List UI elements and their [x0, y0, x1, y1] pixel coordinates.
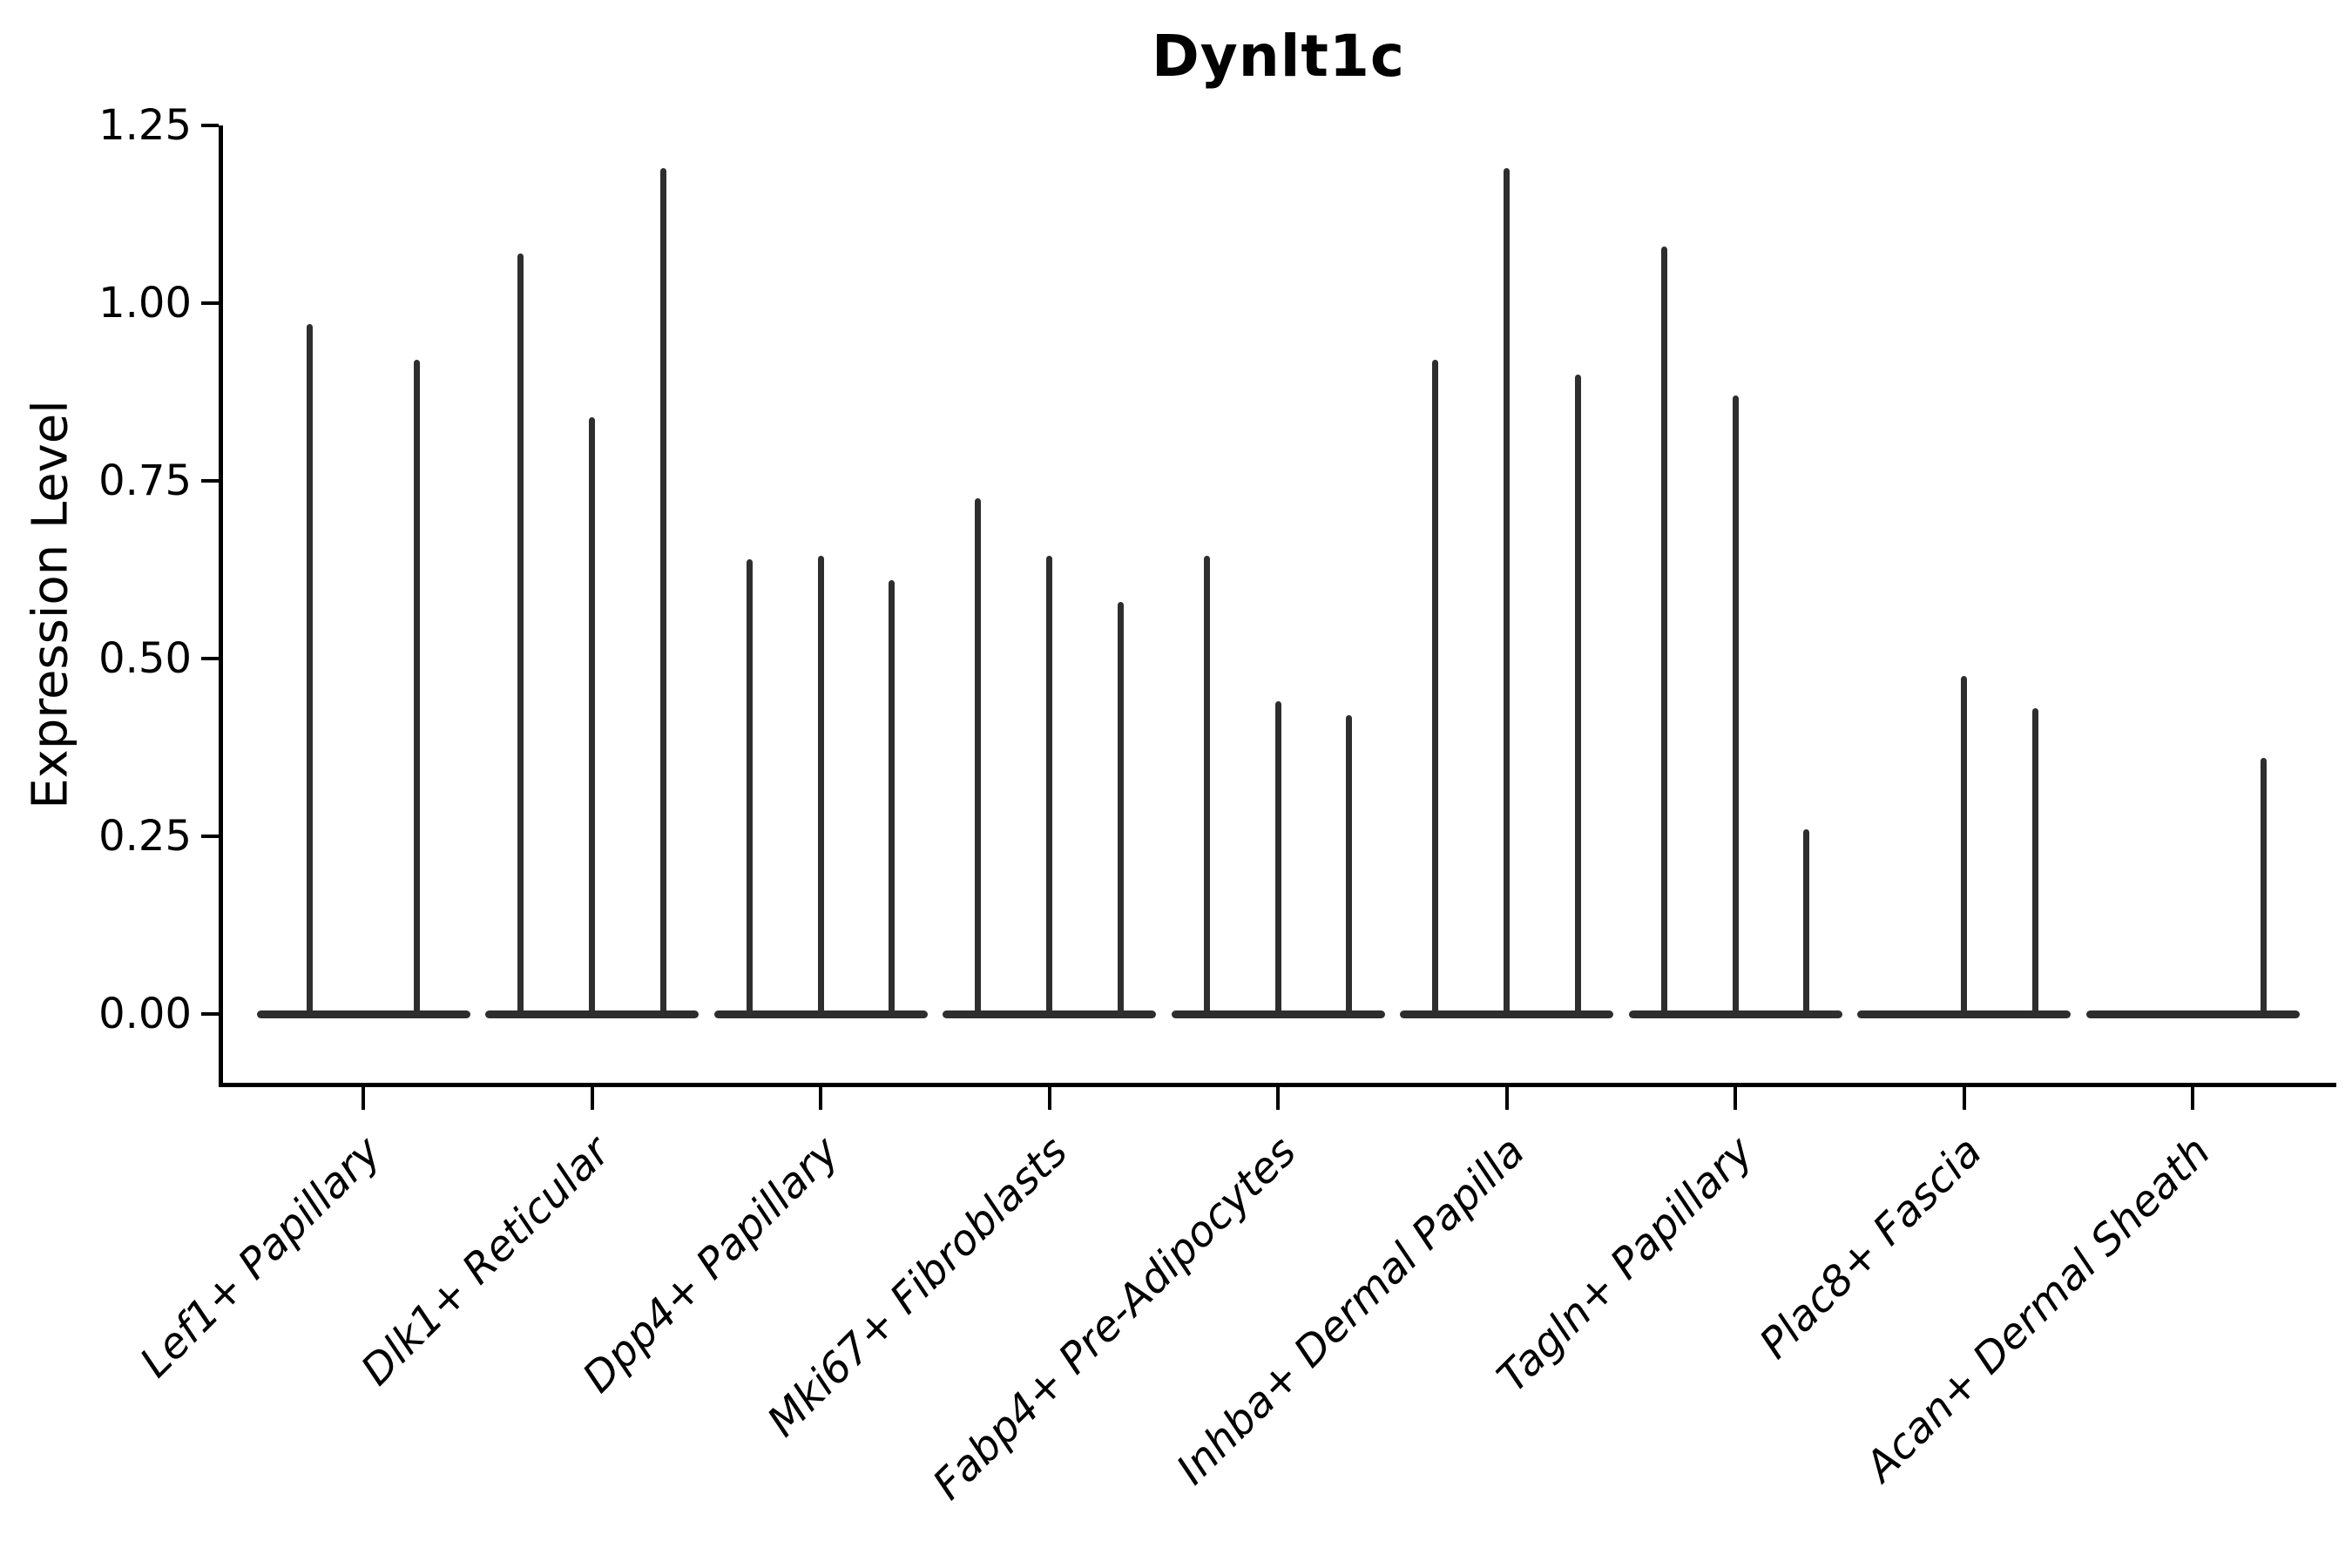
x-category-label: Dpp4+ Papillary: [573, 1127, 848, 1402]
violin-spike: [817, 555, 824, 1018]
violin-spike: [659, 167, 666, 1018]
violin-spike: [1660, 246, 1667, 1018]
violin-spike: [975, 498, 982, 1018]
y-tick-label: 0.75: [98, 456, 192, 505]
x-tick-mark: [1276, 1087, 1280, 1110]
x-axis-spine: [219, 1083, 2336, 1087]
x-tick-mark: [2191, 1087, 2194, 1110]
violin-spike: [517, 253, 524, 1018]
violin-baseline: [256, 1010, 470, 1018]
x-category-label: Lef1+ Papillary: [131, 1127, 391, 1388]
y-tick-label: 1.00: [98, 279, 192, 328]
violin-spike: [1274, 700, 1281, 1018]
y-tick-mark: [201, 1012, 219, 1016]
violin-spike: [889, 580, 896, 1018]
violin-spike: [1574, 374, 1581, 1018]
x-tick-mark: [1047, 1087, 1051, 1110]
violin-spike: [1346, 715, 1353, 1018]
y-tick-label: 0.50: [98, 634, 192, 683]
y-axis-spine: [219, 125, 223, 1087]
y-tick-mark: [201, 835, 219, 838]
violin-spike: [1203, 555, 1210, 1018]
x-tick-mark: [1734, 1087, 1737, 1110]
violin-spike: [1117, 601, 1124, 1018]
x-tick-mark: [362, 1087, 365, 1110]
x-category-label: Fabp4+ Pre-Adipocytes: [923, 1127, 1306, 1510]
violin-spike: [2031, 708, 2038, 1018]
violin-spike: [413, 360, 420, 1018]
violin-baseline: [2085, 1010, 2300, 1018]
y-tick-mark: [201, 124, 219, 127]
chart-title: Dynlt1c: [1151, 23, 1405, 90]
x-category-label: Dlk1+ Reticular: [351, 1127, 620, 1396]
violin-spike: [1504, 167, 1510, 1018]
y-tick-mark: [201, 301, 219, 305]
y-tick-mark: [201, 479, 219, 483]
violin-spike: [307, 324, 314, 1018]
violin-spike: [2261, 758, 2268, 1018]
violin-spike: [1732, 395, 1739, 1018]
y-tick-label: 0.00: [98, 990, 192, 1038]
violin-spike: [1432, 360, 1439, 1018]
y-tick-label: 1.25: [98, 101, 192, 150]
x-category-label: Plac8+ Fascia: [1750, 1127, 1992, 1369]
x-tick-mark: [1504, 1087, 1509, 1110]
violin-spike: [1961, 676, 1967, 1018]
x-tick-mark: [1962, 1087, 1966, 1110]
violin-spike: [1046, 555, 1052, 1018]
x-category-label: Tagln+ Papillary: [1488, 1127, 1763, 1402]
x-tick-mark: [819, 1087, 822, 1110]
violin-spike: [589, 416, 595, 1018]
violin-spike: [746, 558, 753, 1018]
violin-spike: [1803, 828, 1810, 1018]
y-tick-mark: [201, 657, 219, 660]
y-tick-label: 0.25: [98, 812, 192, 861]
x-tick-mark: [590, 1087, 594, 1110]
